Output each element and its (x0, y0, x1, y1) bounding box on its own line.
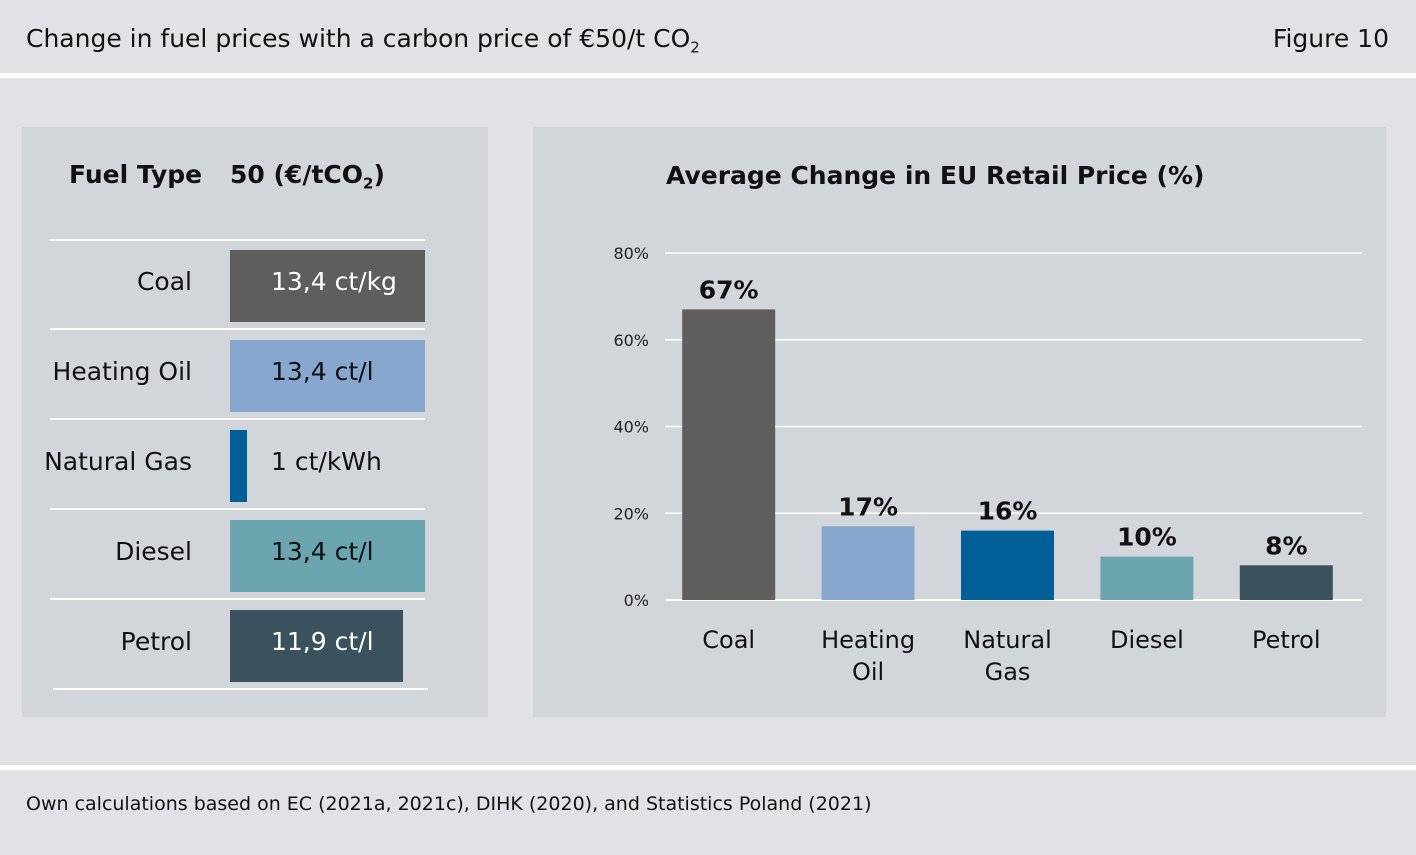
fuel-price-value: 13,4 ct/l (271, 537, 374, 566)
row-divider (53, 688, 428, 690)
row-divider (50, 418, 425, 420)
fuel-price-bar (230, 430, 247, 502)
bar-chart: 0% 20% 40% 60% 80% 67% Coal 17% Heating Oil 16% Nat… (613, 244, 1362, 686)
bar-value-label: 17% (838, 492, 898, 521)
fuel-price-value: 11,9 ct/l (271, 627, 374, 656)
bar-value-label: 10% (1117, 523, 1177, 552)
x-category-label: Gas (985, 658, 1031, 686)
fuel-price-value: 1 ct/kWh (271, 447, 382, 476)
chart-title: Average Change in EU Retail Price (%) (666, 161, 1205, 190)
fuel-price-bar (230, 250, 425, 322)
footer-divider (0, 765, 1416, 770)
fuel-label: Natural Gas (44, 447, 192, 476)
bar-value-label: 8% (1265, 531, 1307, 560)
price-header: 50 (€/tCO2) (230, 160, 385, 193)
retail-price-chart-panel: Average Change in EU Retail Price (%) 0%… (533, 127, 1386, 717)
fuel-label: Heating Oil (52, 357, 192, 386)
fuel-label: Diesel (115, 537, 192, 566)
bar-2 (961, 530, 1054, 600)
bar-value-label: 67% (699, 275, 759, 304)
bar-value-label: 16% (978, 497, 1038, 526)
fuel-price-value: 13,4 ct/kg (271, 267, 397, 296)
y-tick-label: 60% (613, 331, 649, 350)
y-tick-label: 80% (613, 244, 649, 263)
x-category-label: Natural (963, 626, 1052, 654)
fuel-price-table: Fuel Type 50 (€/tCO2) Coal 13,4 ct/kg Heat… (22, 127, 488, 717)
y-tick-label: 40% (613, 418, 649, 437)
x-category-label: Diesel (1110, 626, 1184, 654)
fuel-label: Coal (136, 267, 192, 296)
fuel-label: Petrol (120, 627, 192, 656)
figure-title: Change in fuel prices with a carbon pric… (26, 24, 700, 57)
y-tick-label: 20% (613, 504, 649, 523)
header: Change in fuel prices with a carbon pric… (0, 0, 1416, 73)
row-divider (50, 598, 425, 600)
figure-number: Figure 10 (1272, 24, 1389, 53)
row-divider (50, 328, 425, 330)
source-note: Own calculations based on EC (2021a, 202… (26, 793, 872, 815)
fuel-price-bar (230, 340, 425, 412)
fuel-price-bar (230, 520, 425, 592)
x-category-label: Oil (852, 658, 884, 686)
fuel-type-header: Fuel Type (69, 160, 203, 189)
fuel-price-bar (230, 610, 403, 682)
bar-1 (821, 526, 915, 600)
row-divider (50, 239, 425, 241)
y-tick-label: 0% (624, 591, 649, 610)
bar-4 (1239, 565, 1333, 600)
x-category-label: Petrol (1252, 626, 1320, 654)
x-category-label: Coal (702, 626, 755, 654)
x-category-label: Heating (821, 626, 915, 654)
row-divider (50, 508, 425, 510)
fuel-price-value: 13,4 ct/l (271, 357, 374, 386)
bar-3 (1100, 556, 1194, 600)
bar-0 (682, 309, 776, 600)
header-divider (0, 73, 1416, 78)
